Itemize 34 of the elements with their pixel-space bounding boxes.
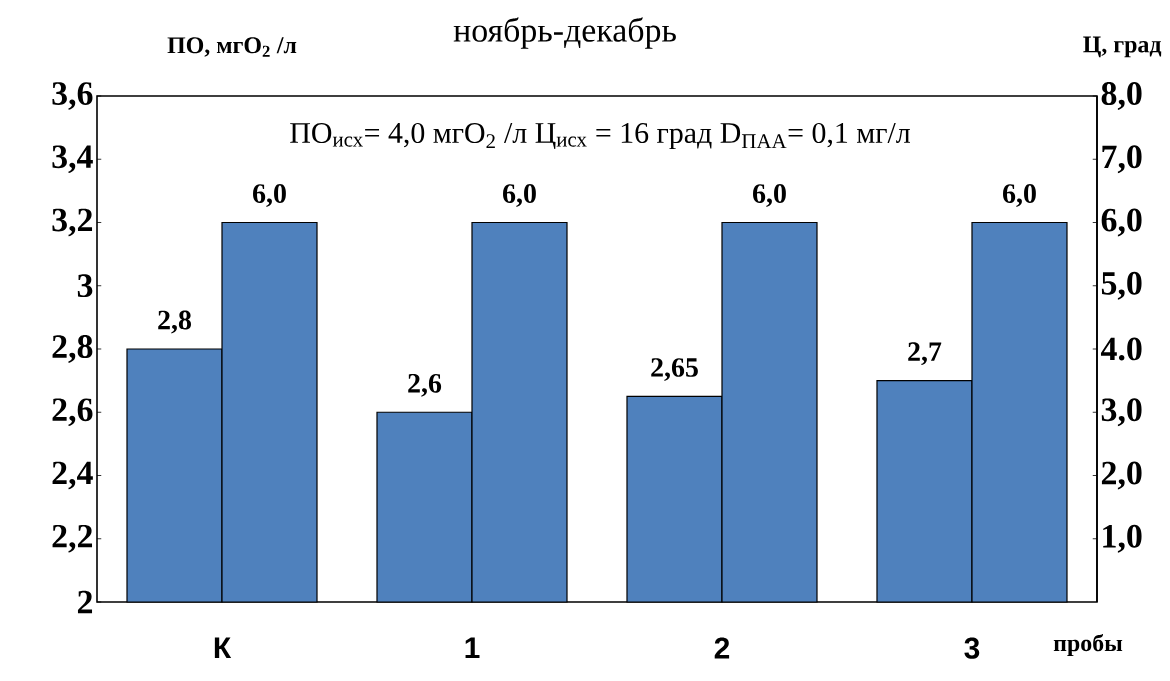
- y-tick-label: 2,2: [52, 524, 93, 553]
- data-label: 2,8: [158, 310, 191, 334]
- y2-tick-label: 6,0: [1101, 208, 1142, 237]
- y2-tick-label: 3,0: [1101, 398, 1142, 427]
- y-tick-label: 3,4: [52, 145, 93, 174]
- y-tick-label: 3: [77, 274, 93, 298]
- y-tick-label: 3,6: [52, 82, 93, 110]
- x-tick-label: К: [214, 637, 232, 659]
- y2-tick-label: 5,0: [1101, 271, 1142, 300]
- y-tick-label: 2,6: [52, 398, 93, 427]
- text: ПО$_{исх}$= 4,0 мгО$_{2}$ /л Ц$_{исх}$ = 16 град D$_{ПАА}$= 0,1 мг/л: [290, 122, 911, 150]
- data-label: 2,6: [408, 373, 442, 397]
- y2-axis-title: Ц, град: [1083, 36, 1162, 58]
- data-label: 6,0: [503, 184, 536, 207]
- y2-tick-label: 4.0: [1100, 337, 1142, 361]
- y2-tick-label: 2,0: [1101, 461, 1142, 490]
- chart-title: ноябрь-декабрь: [453, 17, 676, 49]
- data-label: 2,65: [651, 358, 698, 381]
- y-tick-label: 3,2: [52, 208, 93, 237]
- x-tick-label: 2: [714, 637, 730, 659]
- y-tick-label: 2,4: [52, 461, 93, 490]
- data-label: 6,0: [753, 184, 786, 207]
- y2-tick-label: 7,0: [1102, 145, 1142, 174]
- y2-tick-label: 8,0: [1101, 82, 1142, 110]
- x-axis-title: пробы: [1053, 633, 1123, 657]
- y-axis-title: ПО, мгО$_{2}$ /л: [167, 37, 297, 57]
- y-tick-label: 2: [77, 590, 93, 614]
- data-label: 2,7: [908, 342, 942, 366]
- y-tick-label: 2,8: [52, 335, 93, 363]
- x-tick-label: 1: [465, 637, 480, 659]
- data-label: 6,0: [1003, 184, 1036, 207]
- x-tick-label: 3: [964, 637, 980, 659]
- y2-tick-label: 1,0: [1103, 524, 1142, 553]
- data-label: 6,0: [253, 184, 286, 207]
